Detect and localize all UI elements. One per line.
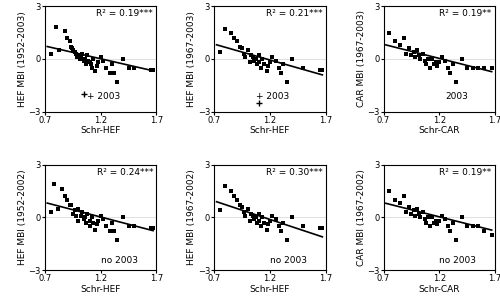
Text: R² = 0.24***: R² = 0.24*** xyxy=(96,168,153,177)
Text: 2003: 2003 xyxy=(445,92,468,101)
X-axis label: Schr-HEF: Schr-HEF xyxy=(80,285,121,294)
Text: R² = 0.19***: R² = 0.19*** xyxy=(96,9,153,18)
Text: R² = 0.19**: R² = 0.19** xyxy=(440,9,492,18)
X-axis label: Schr-HEF: Schr-HEF xyxy=(80,126,121,135)
Text: R² = 0.21***: R² = 0.21*** xyxy=(266,9,322,18)
Text: no 2003: no 2003 xyxy=(440,256,476,265)
Text: + 2003: + 2003 xyxy=(256,92,289,101)
Y-axis label: CAR MBI (1967-2002): CAR MBI (1967-2002) xyxy=(356,169,366,266)
Text: no 2003: no 2003 xyxy=(100,256,138,265)
Text: + 2003: + 2003 xyxy=(88,92,120,101)
Text: R² = 0.30***: R² = 0.30*** xyxy=(266,168,322,177)
Y-axis label: HEF MBI (1967-2002): HEF MBI (1967-2002) xyxy=(188,169,196,265)
X-axis label: Schr-CAR: Schr-CAR xyxy=(418,126,460,135)
Y-axis label: CAR MBI (1967-2003): CAR MBI (1967-2003) xyxy=(356,10,366,107)
X-axis label: Schr-HEF: Schr-HEF xyxy=(250,126,290,135)
Text: no 2003: no 2003 xyxy=(270,256,307,265)
Y-axis label: HEF MBI (1952-2003): HEF MBI (1952-2003) xyxy=(18,11,27,107)
Text: R² = 0.19**: R² = 0.19** xyxy=(440,168,492,177)
Y-axis label: HEF MBI (1967-2003): HEF MBI (1967-2003) xyxy=(188,11,196,107)
Y-axis label: HEF MBI (1952-2002): HEF MBI (1952-2002) xyxy=(18,169,27,265)
X-axis label: Schr-CAR: Schr-CAR xyxy=(418,285,460,294)
X-axis label: Schr-HEF: Schr-HEF xyxy=(250,285,290,294)
